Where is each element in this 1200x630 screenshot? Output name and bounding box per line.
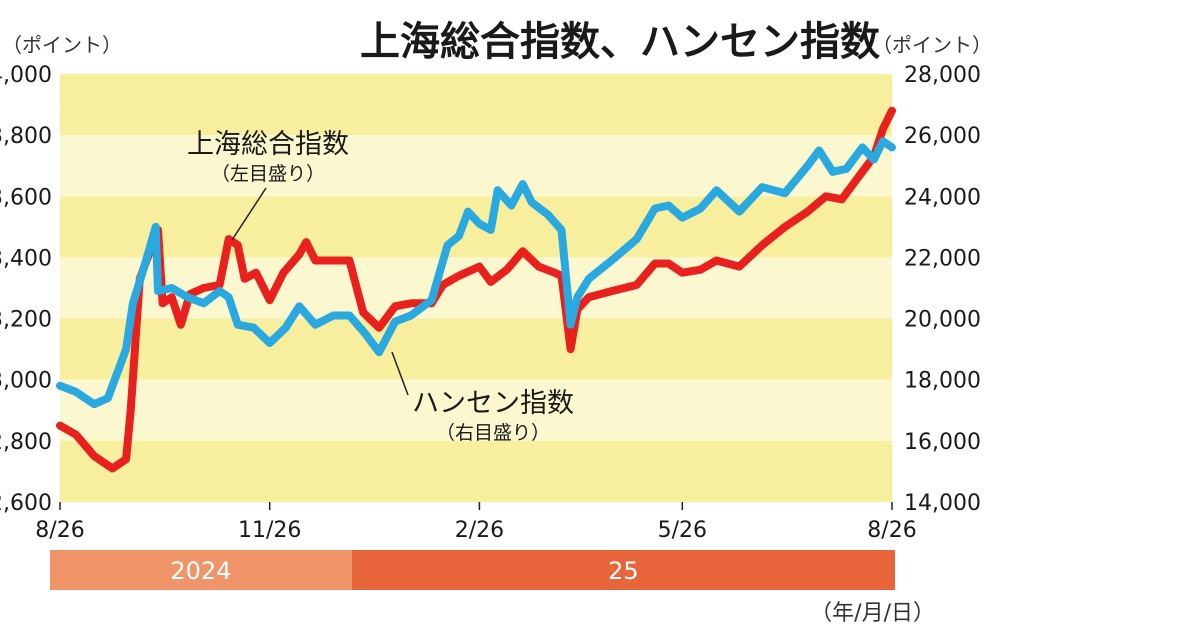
right-unit-label: （ポイント） [872,33,992,57]
plot-band [60,74,892,136]
year-band: 2024 25 [50,550,895,590]
left-tick-label: 3,200 [0,308,52,333]
right-tick-label: 24,000 [904,185,981,210]
right-tick-label: 22,000 [904,246,981,271]
x-tick-label: 11/26 [238,518,301,543]
right-tick-label: 20,000 [904,308,981,333]
year-label: 2024 [170,557,231,585]
hangseng-leader-line [391,351,409,396]
right-axis-ticks: 14,000 16,000 18,000 20,000 22,000 24,000 26,0… [904,63,981,516]
left-tick-label: 3,800 [0,124,52,149]
hangseng-series-label: ハンセン指数 [412,388,574,419]
shanghai-leader-line [231,187,267,241]
series-lines [56,106,896,473]
left-tick-label: 3,600 [0,185,52,210]
x-tick-label: 5/26 [658,518,707,543]
plot-band [60,196,892,258]
plot-band [60,440,892,502]
x-axis-ticks: 8/26 11/26 2/26 5/26 8/26 [35,502,917,543]
right-tick-label: 18,000 [904,369,981,394]
hang-seng-line [56,137,896,409]
plot-band [60,379,892,441]
right-tick-label: 28,000 [904,63,981,88]
date-format-note: （年/月/日） [810,601,935,626]
left-axis-ticks: 2,600 2,800 3,000 3,200 3,400 3,600 3,800 4,000 [0,63,52,516]
shanghai-axis-note: （左目盛り） [211,163,325,185]
shanghai-series-label: 上海総合指数 [187,129,349,160]
year-segment [50,550,352,590]
left-tick-label: 4,000 [0,63,52,88]
chart-title: 上海総合指数、ハンセン指数 [360,19,880,65]
x-tick-label: 8/26 [867,518,916,543]
left-tick-label: 3,400 [0,246,52,271]
left-tick-label: 2,800 [0,430,52,455]
year-segment [351,550,895,590]
right-tick-label: 16,000 [904,430,981,455]
x-tick-label: 2/26 [455,518,504,543]
plot-band [60,318,892,380]
hangseng-axis-note: （右目盛り） [436,422,550,444]
left-tick-label: 3,000 [0,369,52,394]
year-label: 25 [608,557,639,585]
x-tick-label: 8/26 [35,518,84,543]
right-tick-label: 26,000 [904,124,981,149]
plot-band [60,135,892,197]
left-unit-label: （ポイント） [2,33,122,57]
right-tick-label: 14,000 [904,491,981,516]
left-tick-label: 2,600 [0,491,52,516]
